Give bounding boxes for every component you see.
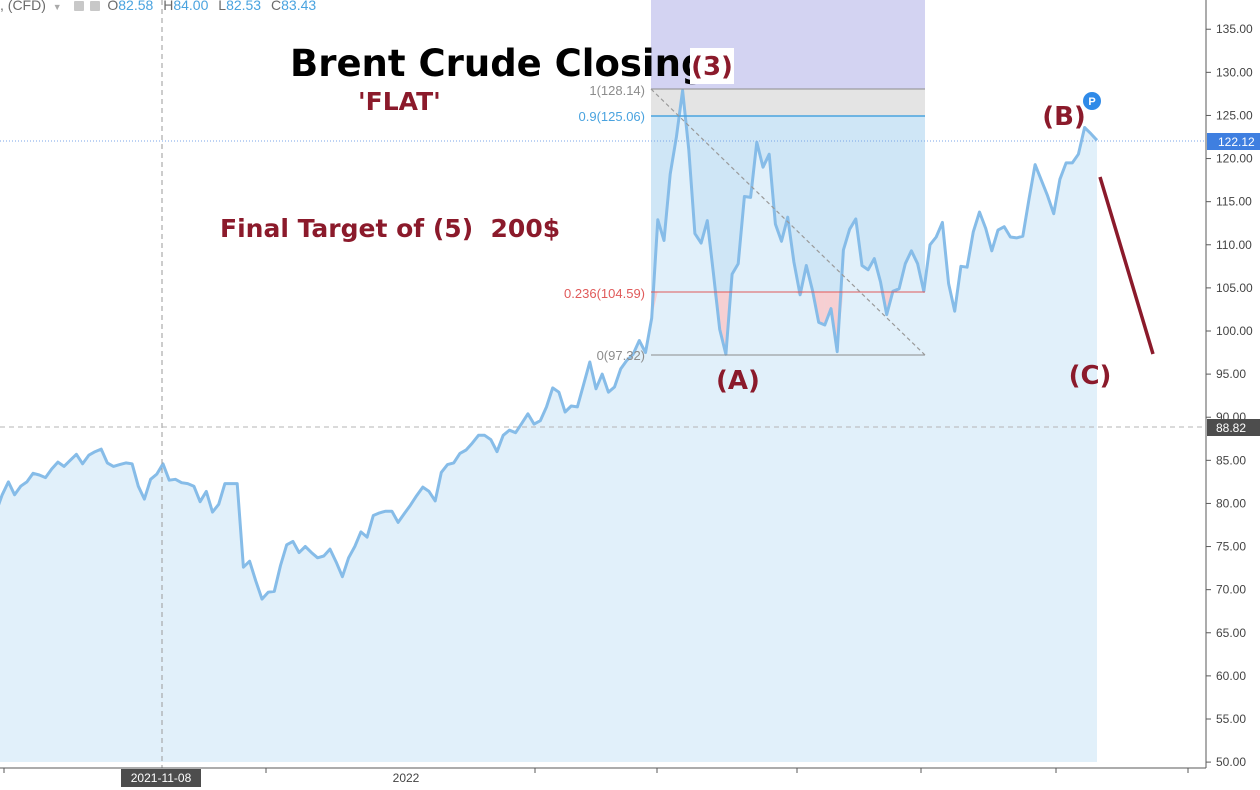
high-label: H: [163, 0, 174, 13]
fib-highlight-segment: [719, 291, 726, 355]
y-tick-label: 135.00: [1216, 22, 1253, 36]
crosshair-date-label: 2021-11-08: [131, 771, 192, 785]
current-price-badge: [1207, 133, 1260, 150]
fib-trend-line[interactable]: [650, 88, 926, 356]
low-label: L: [218, 0, 227, 13]
price-line[interactable]: [0, 88, 1099, 601]
fib-label-1: 1(128.14): [589, 83, 645, 98]
symbol-dropdown-icon[interactable]: ▼: [52, 2, 62, 12]
wave-3-label: (3): [691, 52, 733, 82]
price-area: [0, 90, 1097, 762]
low-value: 82.53: [226, 0, 262, 13]
y-tick-label: 130.00: [1216, 65, 1253, 79]
x-tick-label-2022: 2022: [393, 771, 420, 785]
y-tick-label: 115.00: [1216, 195, 1252, 209]
fib-label-0.236: 0.236(104.59): [564, 286, 645, 301]
y-tick-label: 65.00: [1216, 626, 1246, 640]
close-value: 83.43: [281, 0, 317, 13]
price-scale-bg: [1206, 0, 1260, 768]
time-scale[interactable]: 2021-11-08 2022: [3, 768, 1189, 787]
gear-icon[interactable]: [90, 1, 101, 11]
wave-c-projection[interactable]: [1098, 176, 1155, 355]
crosshair-date-badge: [121, 769, 201, 787]
fib-zone-grey: [651, 89, 925, 116]
target-label: Final Target of (5) 200$: [220, 214, 560, 243]
time-scale-bg: [0, 768, 1260, 790]
y-tick-label: 70.00: [1216, 583, 1246, 597]
y-tick-label: 55.00: [1216, 712, 1246, 726]
settings-icon[interactable]: [73, 1, 84, 11]
y-tick-label: 75.00: [1216, 540, 1246, 554]
close-label: C: [271, 0, 282, 13]
wave-a-label: (A): [716, 366, 760, 396]
chart-title: Brent Crude Closing: [290, 42, 707, 85]
pin-marker-label: P: [1088, 96, 1095, 108]
y-tick-label: 100.00: [1216, 324, 1253, 338]
pin-marker-icon[interactable]: [1083, 92, 1101, 110]
wave-b-label: (B): [1042, 102, 1086, 132]
y-tick-label: 85.00: [1216, 453, 1246, 467]
y-tick-label: 50.00: [1216, 755, 1246, 769]
wave-3-box: [690, 48, 734, 84]
symbol-suffix: , (CFD): [0, 0, 46, 13]
fib-highlight-segment: [818, 291, 825, 325]
dashed-price-badge: [1207, 419, 1260, 436]
wave-c-label: (C): [1069, 361, 1112, 391]
y-tick-label: 60.00: [1216, 669, 1246, 683]
y-tick-label: 125.00: [1216, 108, 1253, 122]
current-price-value: 122.12: [1218, 135, 1255, 149]
y-tick-label: 110.00: [1216, 238, 1252, 252]
open-value: 82.58: [118, 0, 154, 13]
fib-label-0.9: 0.9(125.06): [579, 109, 646, 124]
y-tick-label: 95.00: [1216, 367, 1246, 381]
y-tick-label: 105.00: [1216, 281, 1253, 295]
ohlc-header: , (CFD) ▼ O82.58 H84.00 L82.53 C83.43: [0, 0, 322, 15]
flat-label: 'FLAT': [358, 87, 441, 116]
dashed-price-value: 88.82: [1216, 421, 1246, 435]
open-label: O: [107, 0, 119, 13]
y-tick-label: 80.00: [1216, 496, 1246, 510]
fib-label-0: 0(97.32): [597, 348, 645, 363]
fib-highlight-segment: [824, 291, 831, 325]
high-value: 84.00: [173, 0, 209, 13]
y-tick-label: 120.00: [1216, 152, 1253, 166]
